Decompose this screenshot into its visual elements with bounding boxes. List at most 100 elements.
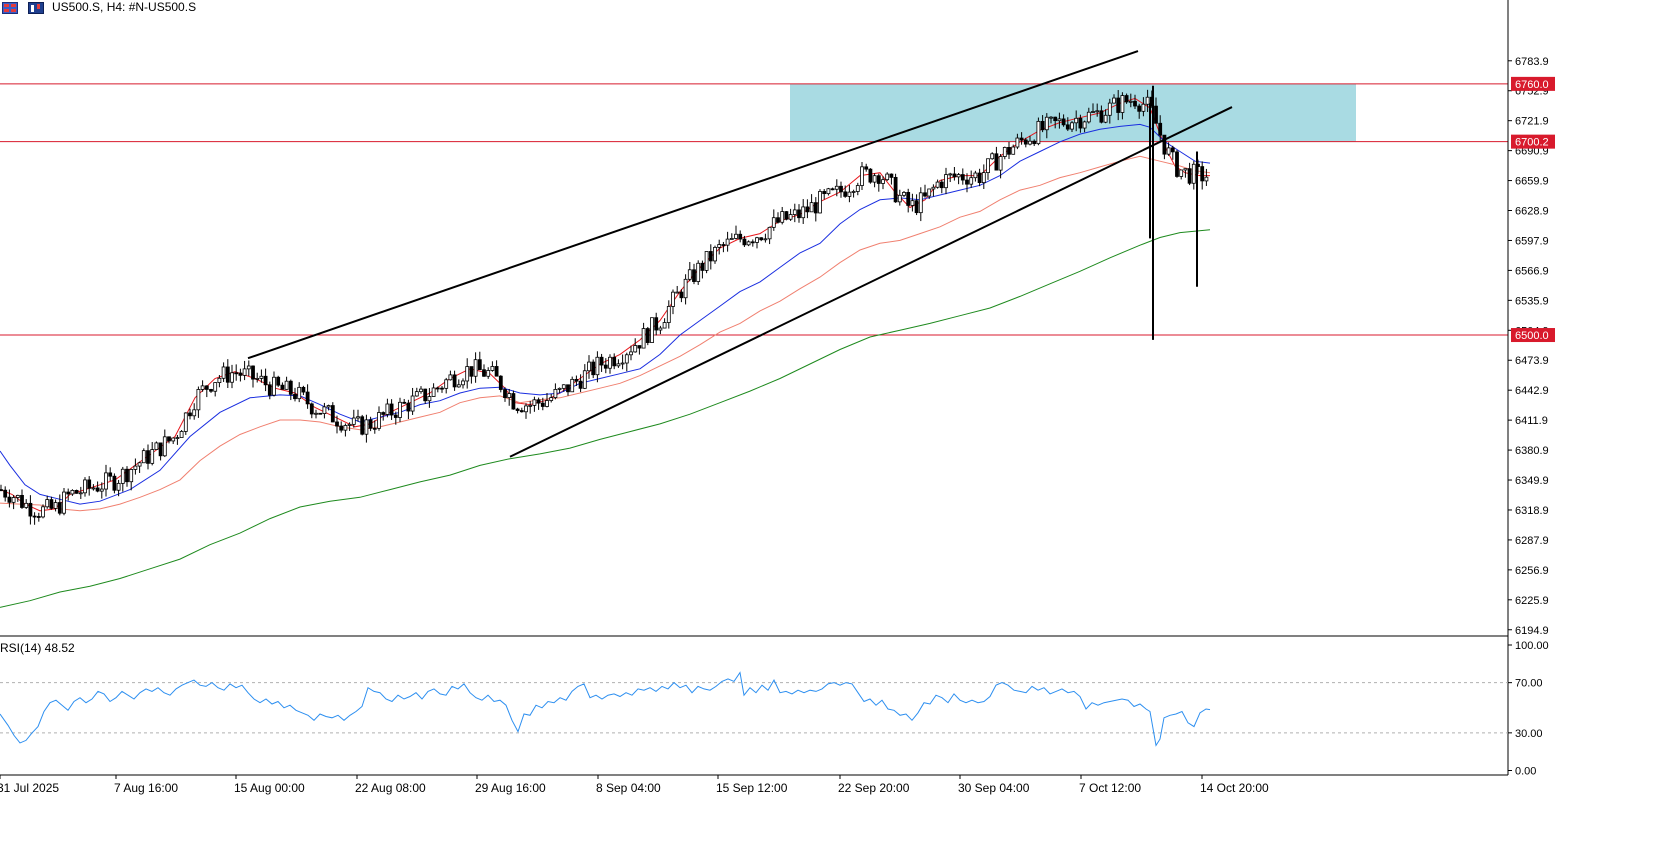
bull-candle-body — [162, 436, 167, 457]
chart-type-icon[interactable] — [28, 1, 44, 14]
candle — [99, 482, 104, 499]
candle — [343, 423, 348, 437]
candle — [1023, 137, 1028, 148]
bull-candle-body — [818, 191, 822, 214]
candle — [36, 512, 41, 522]
candle — [692, 263, 696, 285]
candle — [87, 476, 92, 496]
bull-candle-body — [62, 491, 66, 514]
bull-candle-body — [683, 278, 688, 299]
level-label-bg — [1511, 328, 1555, 343]
candle — [469, 366, 474, 384]
candle — [763, 233, 768, 243]
bear-candle-body — [1099, 110, 1104, 123]
bull-candle-body — [662, 322, 667, 329]
candle — [956, 172, 961, 185]
bull-candle-body — [553, 389, 558, 399]
candle — [280, 382, 285, 390]
candle — [263, 368, 268, 392]
price-axis: 6783.96752.96721.96690.96659.96628.96597… — [1508, 56, 1549, 637]
candle — [171, 437, 176, 445]
candle — [1166, 142, 1171, 156]
bull-candle-body — [608, 356, 612, 369]
bear-candle-body — [435, 387, 440, 390]
candle — [742, 235, 747, 248]
candle — [750, 239, 755, 247]
rsi-tick-label: 70.00 — [1515, 678, 1543, 690]
bull-candle-body — [1074, 117, 1079, 124]
candle — [729, 233, 734, 240]
candle — [1175, 149, 1179, 178]
candle — [885, 172, 890, 181]
rsi-tick-label: 30.00 — [1515, 728, 1543, 740]
candle — [759, 237, 764, 242]
candle — [696, 260, 701, 285]
ma_long-line — [0, 229, 1211, 608]
candle — [503, 387, 507, 402]
candle — [826, 187, 831, 196]
bear-candle-body — [263, 375, 268, 386]
candle — [322, 402, 327, 419]
bull-candle-body — [465, 366, 470, 382]
bear-candle-body — [1170, 147, 1175, 153]
candles — [0, 85, 1209, 525]
bull-candle-body — [11, 497, 16, 503]
bull-candle-body — [1179, 169, 1184, 177]
candle — [427, 388, 432, 408]
bull-candle-body — [427, 396, 432, 402]
candle — [1036, 117, 1041, 146]
candle — [843, 185, 848, 198]
bear-candle-body — [423, 388, 428, 402]
bull-candle-body — [755, 237, 759, 243]
candle — [410, 387, 415, 415]
candle — [217, 375, 222, 388]
level-price-label: 6700.2 — [1511, 134, 1555, 149]
candle — [482, 364, 486, 377]
bull-candle-body — [444, 379, 449, 389]
bull-candle-body — [1166, 147, 1171, 155]
bull-candle-body — [322, 406, 327, 414]
bear-candle-body — [1200, 166, 1205, 182]
bull-candle-body — [1107, 102, 1112, 116]
bull-candle-body — [1011, 146, 1016, 155]
candle — [515, 407, 520, 414]
candle — [91, 484, 96, 491]
candle — [456, 379, 461, 388]
candle — [624, 352, 629, 372]
price-tick-label: 6194.9 — [1515, 625, 1549, 637]
candle — [133, 458, 138, 475]
candle — [822, 189, 827, 200]
price-tick-label: 6256.9 — [1515, 565, 1549, 577]
bear-candle-body — [146, 450, 150, 464]
bull-candle-body — [582, 370, 587, 389]
bull-candle-body — [629, 351, 633, 356]
time-tick-label: 15 Aug 00:00 — [234, 781, 305, 795]
candle — [931, 184, 936, 197]
candle — [771, 209, 776, 231]
candle — [494, 360, 499, 377]
bear-candle-body — [578, 380, 583, 389]
candle — [125, 466, 129, 487]
bull-candle-body — [78, 492, 83, 495]
bull-candle-body — [507, 393, 512, 398]
candle — [1049, 116, 1053, 124]
bull-candle-body — [1141, 103, 1146, 112]
candle — [335, 415, 339, 434]
bear-candle-body — [960, 174, 965, 181]
bear-candle-body — [654, 317, 659, 331]
bear-candle-body — [566, 384, 570, 393]
bear-candle-body — [1065, 124, 1070, 130]
bear-candle-body — [108, 472, 113, 477]
candle — [1170, 145, 1175, 160]
bear-candle-body — [494, 366, 499, 377]
bear-candle-body — [167, 436, 171, 442]
chart-grid-icon[interactable] — [2, 1, 18, 14]
bear-candle-body — [87, 479, 92, 489]
candle — [1078, 114, 1083, 133]
candle — [141, 448, 146, 464]
candle — [645, 326, 650, 346]
bull-candle-body — [179, 431, 184, 438]
time-tick-label: 15 Sep 12:00 — [716, 781, 788, 795]
bull-candle-body — [1082, 121, 1087, 129]
